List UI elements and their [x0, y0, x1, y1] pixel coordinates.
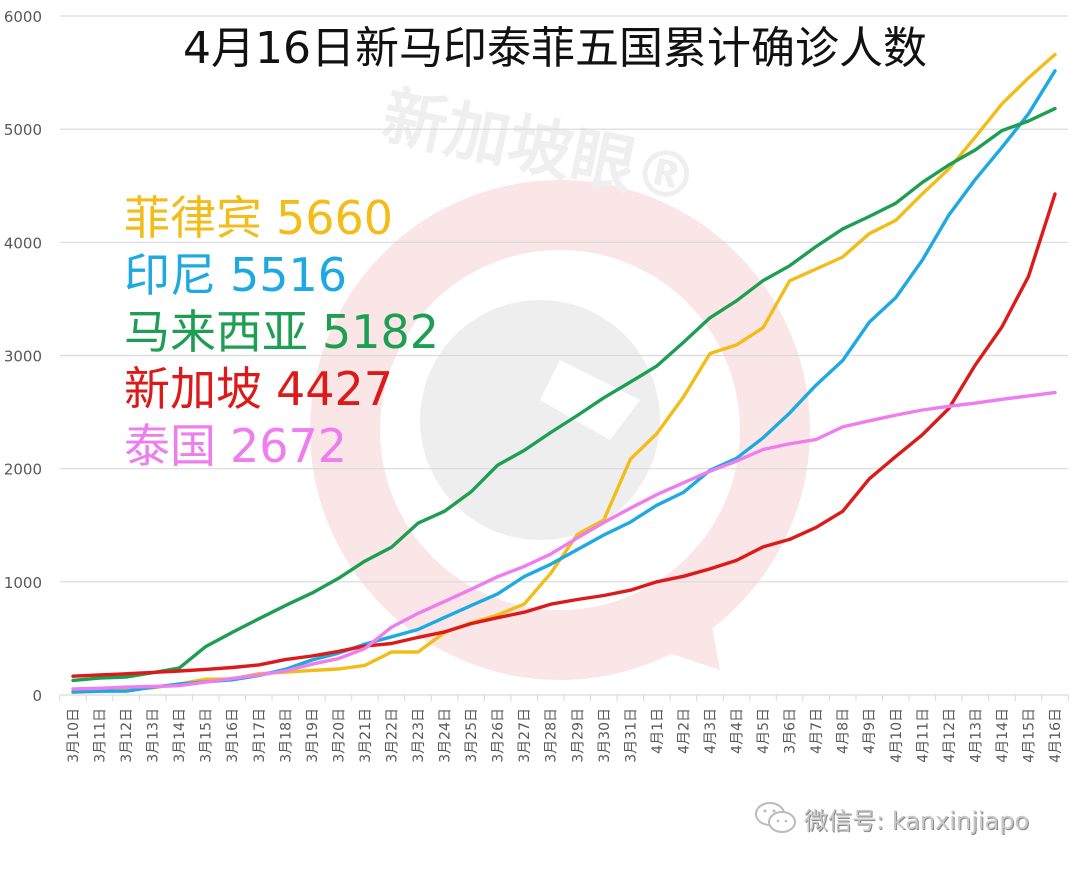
legend-country: 泰国	[124, 419, 216, 473]
x-tick-label: 3月17日	[252, 708, 268, 763]
series-line	[71, 390, 1057, 691]
series-line	[71, 106, 1057, 683]
x-tick-label: 3月21日	[358, 708, 374, 763]
x-tick-label: 4月5日	[756, 708, 772, 754]
x-tick-label: 3月24日	[438, 708, 454, 763]
legend-count: 2672	[230, 419, 348, 473]
series-lines	[71, 52, 1057, 694]
x-tick-label: 3月27日	[517, 708, 533, 763]
watermark-logo	[310, 180, 810, 680]
legend-item-singapore: 新加坡 4427	[124, 361, 439, 418]
legend-country: 马来西亚	[124, 305, 308, 359]
x-tick-label: 4月4日	[730, 708, 746, 754]
y-tick-label: 6000	[4, 8, 42, 26]
y-axis: 0 1000 2000 3000 4000 5000 6000	[4, 8, 42, 705]
x-tick-label: 3月23日	[411, 708, 427, 763]
wechat-footer: 微信号: kanxinjiapo	[754, 800, 1029, 836]
x-tick-label: 3月11日	[93, 708, 109, 763]
x-tick-label: 4月2日	[676, 708, 692, 754]
y-tick-label: 1000	[4, 574, 42, 592]
legend-item-indonesia: 印尼 5516	[124, 247, 439, 304]
x-axis: 3月10日 3月11日 3月12日 3月13日 3月14日 3月15日 3月16日 3月17日…	[59, 695, 1069, 763]
x-tick-label: 4月7日	[809, 708, 825, 754]
x-tick-label: 3月29日	[570, 708, 586, 763]
x-tick-label: 4月11日	[915, 708, 931, 763]
x-tick-label: 3月26日	[491, 708, 507, 763]
y-tick-label: 3000	[4, 348, 42, 366]
x-tick-label: 3月20日	[331, 708, 347, 763]
legend-item-malaysia: 马来西亚 5182	[124, 304, 439, 361]
x-tick-label: 4月16日	[1048, 708, 1064, 763]
x-tick-label: 3月15日	[199, 708, 215, 763]
x-tick-label: 4月8日	[836, 708, 852, 754]
x-tick-label: 4月1日	[650, 708, 666, 754]
x-tick-label: 3月6日	[783, 708, 799, 754]
legend-country: 新加坡	[124, 362, 262, 416]
series-line	[71, 192, 1057, 678]
y-tick-label: 2000	[4, 461, 42, 479]
x-tick-label: 3月22日	[384, 708, 400, 763]
x-tick-label: 3月18日	[278, 708, 294, 763]
legend-country: 印尼	[124, 248, 216, 302]
x-tick-label: 3月14日	[172, 708, 188, 763]
x-tick-label: 3月10日	[66, 708, 82, 763]
chart-title: 4月16日新马印泰菲五国累计确诊人数	[183, 23, 927, 74]
legend-country: 菲律宾	[124, 191, 262, 245]
x-tick-label: 4月13日	[968, 708, 984, 763]
x-tick-label: 3月12日	[119, 708, 135, 763]
x-tick-label: 3月19日	[305, 708, 321, 763]
x-tick-label: 4月12日	[942, 708, 958, 763]
y-tick-label: 5000	[4, 121, 42, 139]
x-tick-label: 3月28日	[544, 708, 560, 763]
x-tick-label: 3月30日	[597, 708, 613, 763]
y-tick-label: 4000	[4, 234, 42, 252]
wechat-id-text: 微信号: kanxinjiapo	[804, 806, 1030, 835]
x-tick-label: 4月9日	[862, 708, 878, 754]
legend-count: 5660	[276, 191, 394, 245]
x-tick-label: 4月10日	[889, 708, 905, 763]
x-tick-label: 4月15日	[1021, 708, 1037, 763]
wechat-icon	[755, 802, 796, 833]
x-tick-label: 4月14日	[995, 708, 1011, 763]
legend: 菲律宾 5660 印尼 5516 马来西亚 5182 新加坡 4427 泰国 2672	[124, 190, 439, 475]
x-tick-label: 3月13日	[146, 708, 162, 763]
x-tick-label: 3月16日	[225, 708, 241, 763]
legend-count: 5182	[322, 305, 440, 359]
x-tick-label: 4月3日	[703, 708, 719, 754]
y-tick-label: 0	[32, 687, 42, 705]
legend-item-philippines: 菲律宾 5660	[124, 190, 439, 247]
x-tick-label: 3月31日	[623, 708, 639, 763]
x-tick-label: 3月25日	[464, 708, 480, 763]
legend-item-thailand: 泰国 2672	[124, 418, 439, 475]
legend-count: 5516	[230, 248, 348, 302]
legend-count: 4427	[276, 362, 394, 416]
